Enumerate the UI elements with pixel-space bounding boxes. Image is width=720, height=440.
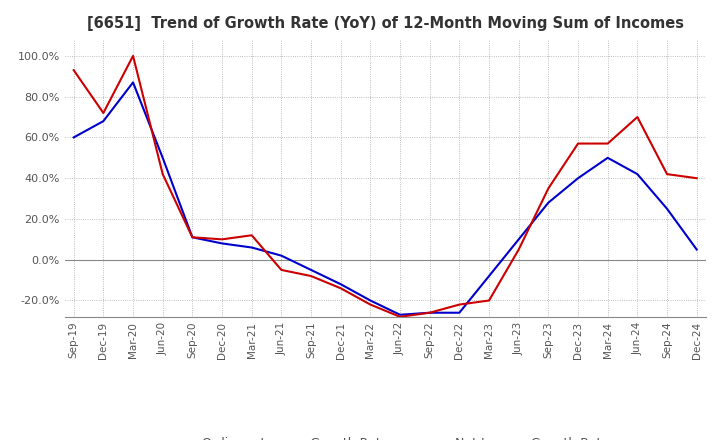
Ordinary Income Growth Rate xyxy=(662,206,671,211)
Ordinary Income Growth Rate xyxy=(574,176,582,181)
Ordinary Income Growth Rate xyxy=(129,80,138,85)
Net Income Growth Rate xyxy=(129,53,138,59)
Ordinary Income Growth Rate xyxy=(396,312,405,317)
Net Income Growth Rate xyxy=(69,67,78,73)
Line: Net Income Growth Rate: Net Income Growth Rate xyxy=(73,56,697,317)
Net Income Growth Rate xyxy=(544,186,553,191)
Ordinary Income Growth Rate xyxy=(277,253,286,258)
Ordinary Income Growth Rate xyxy=(307,267,315,272)
Net Income Growth Rate xyxy=(248,233,256,238)
Net Income Growth Rate xyxy=(574,141,582,146)
Net Income Growth Rate xyxy=(277,267,286,272)
Title: [6651]  Trend of Growth Rate (YoY) of 12-Month Moving Sum of Incomes: [6651] Trend of Growth Rate (YoY) of 12-… xyxy=(86,16,684,32)
Legend: Ordinary Income Growth Rate, Net Income Growth Rate: Ordinary Income Growth Rate, Net Income … xyxy=(156,432,614,440)
Net Income Growth Rate xyxy=(426,310,434,315)
Ordinary Income Growth Rate xyxy=(485,273,493,279)
Ordinary Income Growth Rate xyxy=(336,282,345,287)
Net Income Growth Rate xyxy=(366,302,374,307)
Net Income Growth Rate xyxy=(336,286,345,291)
Ordinary Income Growth Rate xyxy=(217,241,226,246)
Ordinary Income Growth Rate xyxy=(455,310,464,315)
Net Income Growth Rate xyxy=(514,247,523,252)
Net Income Growth Rate xyxy=(485,298,493,303)
Ordinary Income Growth Rate xyxy=(426,310,434,315)
Net Income Growth Rate xyxy=(99,110,108,116)
Ordinary Income Growth Rate xyxy=(248,245,256,250)
Net Income Growth Rate xyxy=(603,141,612,146)
Ordinary Income Growth Rate xyxy=(633,172,642,177)
Ordinary Income Growth Rate xyxy=(603,155,612,161)
Net Income Growth Rate xyxy=(662,172,671,177)
Net Income Growth Rate xyxy=(633,114,642,120)
Net Income Growth Rate xyxy=(307,273,315,279)
Net Income Growth Rate xyxy=(396,314,405,319)
Ordinary Income Growth Rate xyxy=(188,235,197,240)
Ordinary Income Growth Rate xyxy=(69,135,78,140)
Ordinary Income Growth Rate xyxy=(99,118,108,124)
Ordinary Income Growth Rate xyxy=(514,237,523,242)
Line: Ordinary Income Growth Rate: Ordinary Income Growth Rate xyxy=(73,82,697,315)
Ordinary Income Growth Rate xyxy=(158,155,167,161)
Net Income Growth Rate xyxy=(158,172,167,177)
Net Income Growth Rate xyxy=(693,176,701,181)
Net Income Growth Rate xyxy=(188,235,197,240)
Ordinary Income Growth Rate xyxy=(544,200,553,205)
Ordinary Income Growth Rate xyxy=(366,298,374,303)
Ordinary Income Growth Rate xyxy=(693,247,701,252)
Net Income Growth Rate xyxy=(455,302,464,307)
Net Income Growth Rate xyxy=(217,237,226,242)
